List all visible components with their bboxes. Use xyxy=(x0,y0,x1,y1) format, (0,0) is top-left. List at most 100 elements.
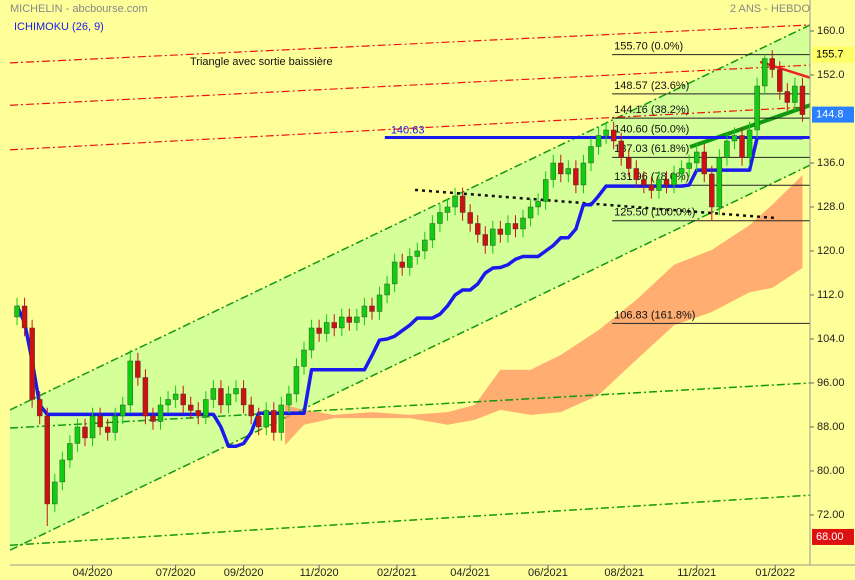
candle-body xyxy=(74,426,81,444)
candle-body xyxy=(14,305,20,318)
candle-body xyxy=(301,349,307,367)
candle-body xyxy=(731,135,738,142)
candle-body xyxy=(210,388,217,400)
candle-body xyxy=(633,168,640,180)
candle-body xyxy=(565,168,572,175)
fib-label: 140.60 (50.0%) xyxy=(614,124,689,136)
candle-body xyxy=(21,305,28,329)
channel-line xyxy=(10,164,810,551)
candle-body xyxy=(172,393,179,400)
candle-body xyxy=(482,234,488,246)
candle-body xyxy=(542,179,549,202)
candle-body xyxy=(709,173,715,208)
candle-body xyxy=(678,168,685,175)
indicator: ICHIMOKU (26, 9) xyxy=(14,21,104,33)
candle-body xyxy=(82,426,88,439)
candle-body xyxy=(203,399,209,417)
y-tick-label: 152.0 xyxy=(817,69,845,81)
candle-body xyxy=(648,184,655,191)
candle-body xyxy=(142,377,149,417)
support-label: 140.63 xyxy=(391,124,425,136)
candle-body xyxy=(354,316,360,323)
price-tag-label: 155.7 xyxy=(816,49,844,61)
candle-body xyxy=(346,316,353,323)
candle-body xyxy=(716,157,723,208)
candle-body xyxy=(595,135,602,147)
candle-body xyxy=(195,410,201,417)
candle-body xyxy=(414,250,420,257)
candle-body xyxy=(323,322,330,334)
candle-body xyxy=(399,261,405,268)
candle-body xyxy=(467,212,473,224)
candle-body xyxy=(429,223,436,241)
candle-body xyxy=(558,162,564,175)
candle-body xyxy=(671,173,677,186)
candle-body xyxy=(739,135,745,158)
candle-body xyxy=(754,85,760,131)
y-tick-label: 120.0 xyxy=(817,245,845,257)
y-tick-label: 136.0 xyxy=(817,157,845,169)
candle-body xyxy=(686,162,692,169)
x-tick-label: 06/2021 xyxy=(528,567,568,579)
candle-body xyxy=(263,410,269,428)
y-tick-label: 88.00 xyxy=(817,421,845,433)
candle-body xyxy=(339,316,345,329)
candle-body xyxy=(475,223,481,235)
x-tick-label: 08/2021 xyxy=(604,567,644,579)
candle-body xyxy=(799,85,806,115)
candle-body xyxy=(641,179,647,186)
candle-body xyxy=(89,415,96,439)
candle-body xyxy=(112,415,118,433)
candle-body xyxy=(777,69,783,92)
candle-body xyxy=(308,327,315,351)
price-tag xyxy=(812,528,854,545)
candle-body xyxy=(618,140,624,158)
y-tick-label: 80.00 xyxy=(817,465,845,477)
candle-body xyxy=(452,195,458,208)
candle-body xyxy=(580,162,587,186)
candle-body xyxy=(626,157,632,169)
candle-body xyxy=(663,179,670,186)
candle-body xyxy=(233,388,239,395)
candle-body xyxy=(157,404,164,422)
candle-body xyxy=(603,129,609,136)
y-tick-label: 96.00 xyxy=(817,377,845,389)
source: MICHELIN - abcbourse.com xyxy=(10,3,148,15)
candle-body xyxy=(573,168,579,186)
candle-body xyxy=(59,459,66,483)
candle-body xyxy=(505,223,511,235)
candle-body xyxy=(225,393,232,406)
fib-label: 144.16 (38.2%) xyxy=(614,104,689,116)
y-tick-label: 104.0 xyxy=(817,333,845,345)
candle-body xyxy=(180,393,186,406)
candle-body xyxy=(490,228,496,246)
x-tick-label: 11/2020 xyxy=(300,567,339,579)
candle-body xyxy=(316,327,322,334)
candle-body xyxy=(422,239,428,252)
x-tick-label: 09/2020 xyxy=(224,567,264,579)
trendline xyxy=(10,106,810,151)
candle-body xyxy=(761,58,768,87)
candle-body xyxy=(376,294,383,312)
candle-body xyxy=(36,399,43,417)
candle-body xyxy=(278,404,285,433)
channel-line xyxy=(10,24,810,411)
candle-body xyxy=(459,195,466,213)
candle-body xyxy=(240,388,247,406)
candle-body xyxy=(361,305,368,318)
fib-label: 106.83 (161.8%) xyxy=(614,309,695,321)
fib-label: 155.70 (0.0%) xyxy=(614,41,683,53)
candle-body xyxy=(165,399,171,406)
candle-body xyxy=(248,404,254,417)
candle-body xyxy=(497,228,504,235)
candle-body xyxy=(407,256,413,268)
x-tick-label: 02/2021 xyxy=(377,567,417,579)
x-tick-label: 04/2020 xyxy=(73,567,113,579)
trendline xyxy=(10,64,810,106)
channel-fill xyxy=(10,24,810,551)
x-tick-label: 01/2022 xyxy=(755,567,795,579)
candle-body xyxy=(67,443,73,461)
candle-body xyxy=(724,140,730,158)
